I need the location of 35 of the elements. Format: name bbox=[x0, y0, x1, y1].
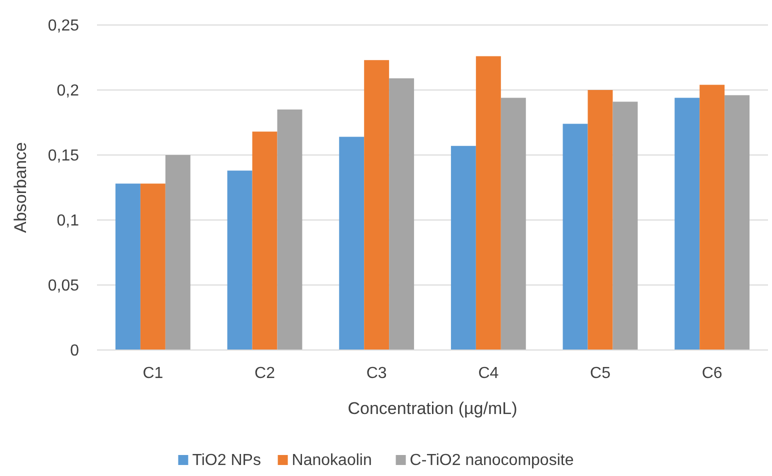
bar bbox=[476, 56, 501, 350]
x-tick-label: C1 bbox=[142, 365, 164, 382]
y-tick-label: 0,15 bbox=[48, 148, 80, 165]
bar bbox=[724, 95, 750, 350]
bar bbox=[500, 98, 526, 350]
x-axis-title: Concentration (µg/mL) bbox=[348, 399, 518, 418]
bar bbox=[700, 84, 725, 350]
legend-label: C-TiO2 nanocomposite bbox=[410, 452, 574, 469]
bar bbox=[227, 170, 252, 350]
bar bbox=[612, 102, 638, 350]
bar bbox=[588, 90, 613, 350]
y-axis-title: Absorbance bbox=[11, 142, 30, 233]
bar bbox=[339, 136, 364, 350]
y-tick-label: 0,1 bbox=[56, 212, 80, 230]
x-tick-label: C6 bbox=[702, 365, 722, 382]
y-tick-label: 0,2 bbox=[56, 82, 80, 100]
x-tick-label: C2 bbox=[254, 365, 276, 382]
x-tick-label: C4 bbox=[478, 365, 499, 382]
bar bbox=[674, 98, 700, 350]
bar bbox=[389, 78, 414, 350]
bar bbox=[450, 146, 476, 350]
bar bbox=[562, 124, 588, 350]
bar bbox=[140, 184, 166, 350]
y-tick-label: 0,05 bbox=[48, 278, 80, 295]
x-tick-label: C5 bbox=[590, 365, 611, 382]
y-tick-label: 0,25 bbox=[48, 18, 80, 35]
y-tick-label: 0 bbox=[70, 342, 80, 360]
bar bbox=[364, 60, 390, 350]
legend-label: TiO2 NPs bbox=[192, 452, 261, 469]
bar bbox=[165, 155, 190, 350]
legend-label: Nanokaolin bbox=[292, 452, 372, 469]
bar bbox=[277, 110, 302, 350]
x-tick-label: C3 bbox=[366, 365, 387, 382]
bar bbox=[252, 132, 278, 350]
bar bbox=[115, 184, 140, 350]
